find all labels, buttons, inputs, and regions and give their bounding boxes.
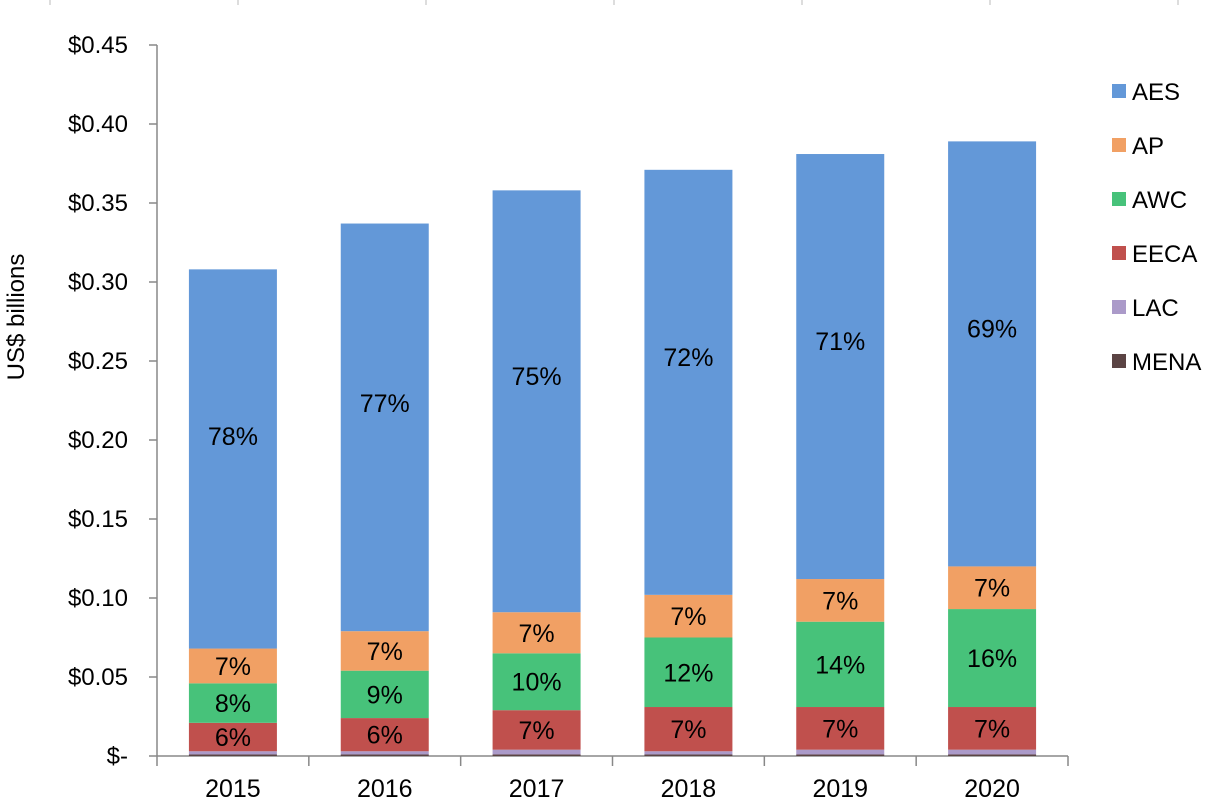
x-tick-label: 2019 [812,775,868,800]
y-tick-label: $0.45 [68,32,128,59]
bar-segment-ap [188,648,277,684]
bar-segment-ap [948,566,1037,610]
bar-segment-mena [796,754,885,756]
x-tick-label: 2020 [964,775,1020,800]
bar-segment-awc [492,653,581,711]
bar-segment-awc [796,621,885,708]
data-label-awc: 9% [367,681,403,709]
data-label-ap: 7% [822,587,858,615]
y-tick-label: $0.30 [68,269,128,296]
bar-segment-eeca [340,718,429,752]
top-edge-ticks [49,0,1179,5]
data-label-aes: 72% [663,344,713,372]
data-label-eeca: 7% [822,715,858,743]
legend-label-lac: LAC [1132,295,1179,322]
legend-swatch-aes [1112,84,1126,98]
bar-segment-mena [340,754,429,756]
bar-segment-aes [340,223,429,632]
bar-segment-aes [188,269,277,649]
legend-label-aes: AES [1132,79,1180,106]
data-label-awc: 12% [663,659,713,687]
data-label-ap: 7% [215,653,251,681]
bar-segment-lac [644,751,733,755]
data-label-ap: 7% [974,575,1010,603]
data-label-aes: 69% [967,315,1017,343]
bar-segment-lac [492,749,581,755]
y-tick-label: $0.15 [68,506,128,533]
data-label-awc: 14% [815,651,865,679]
legend-swatch-eeca [1112,246,1126,260]
bar-segment-eeca [492,710,581,750]
bar-segment-eeca [644,707,733,752]
bar-segment-lac [796,749,885,755]
bar-segment-eeca [188,722,277,752]
data-label-ap: 7% [519,620,555,648]
y-tick-label: $0.10 [68,585,128,612]
data-label-awc: 10% [512,669,562,697]
data-label-eeca: 7% [670,716,706,744]
y-tick-label: $0.25 [68,348,128,375]
bar-segment-awc [340,670,429,719]
bar-segment-mena [188,754,277,756]
legend-swatch-mena [1112,354,1126,368]
data-label-eeca: 7% [974,715,1010,743]
legend-label-ap: AP [1132,133,1164,160]
bar-segment-awc [188,683,277,723]
data-label-ap: 7% [367,638,403,666]
data-label-aes: 71% [815,328,865,356]
bar-segment-mena [644,754,733,756]
data-label-eeca: 6% [367,722,403,750]
bar-segment-aes [796,154,885,580]
legend-swatch-awc [1112,192,1126,206]
bar-segment-ap [340,631,429,671]
bar-segment-awc [948,609,1037,708]
legend-label-eeca: EECA [1132,241,1197,268]
y-axis-label: US$ billions [3,254,30,381]
bar-segment-ap [796,579,885,622]
data-label-awc: 8% [215,690,251,718]
bar-segment-awc [644,637,733,708]
bar-segment-lac [188,751,277,755]
y-axis: $- $0.05 $0.10 $0.15 $0.20 $0.25 $0.30 $0.35 $0.… [68,32,158,770]
legend-swatch-lac [1112,300,1126,314]
bar-segment-mena [492,754,581,756]
y-tick-label: $0.20 [68,427,128,454]
data-label-aes: 77% [360,390,410,418]
bar-segment-aes [644,169,733,595]
bar-segment-aes [948,141,1037,567]
x-tick-label: 2017 [509,775,565,800]
legend-label-awc: AWC [1132,187,1187,214]
bar-segment-ap [644,594,733,638]
segment-labels: 6% 8% 7% 78% 6% 9% 7% 77% 7% 10% 7% 75% 7% 12% 7% 72% 7%… [208,315,1017,752]
x-tick-label: 2016 [357,775,413,800]
bar-segment-ap [492,612,581,654]
data-label-eeca: 6% [215,724,251,752]
data-label-aes: 75% [512,363,562,391]
data-label-ap: 7% [670,603,706,631]
bar-segment-eeca [796,707,885,750]
bar-segment-lac [948,749,1037,755]
legend-label-mena: MENA [1132,349,1201,376]
bar-segment-lac [340,751,429,755]
y-tick-label: $0.40 [68,111,128,138]
x-tick-label: 2018 [661,775,717,800]
x-tick-label: 2015 [205,775,261,800]
legend-swatch-ap [1112,138,1126,152]
legend: AES AP AWC EECA LAC MENA [1112,79,1201,376]
data-label-aes: 78% [208,423,258,451]
data-label-awc: 16% [967,645,1017,673]
data-label-eeca: 7% [519,717,555,745]
y-tick-label: $0.35 [68,190,128,217]
bars [188,141,1037,756]
bar-segment-eeca [948,707,1037,750]
x-axis: 2015 2016 2017 2018 2019 2020 [156,755,1069,803]
y-tick-label: $0.05 [68,664,128,691]
bar-segment-mena [948,754,1037,756]
bar-segment-aes [492,190,581,613]
y-tick-label: $- [107,743,128,770]
